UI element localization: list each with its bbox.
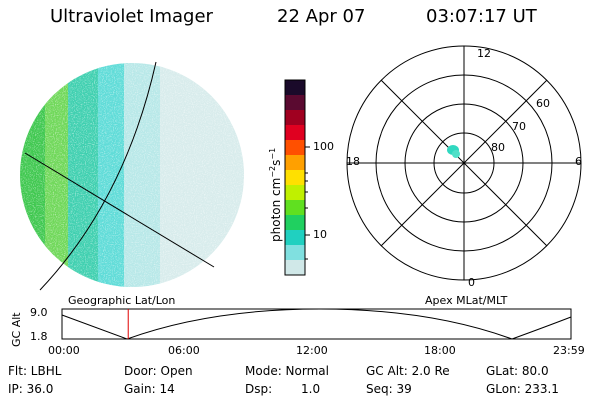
instrument-title: Ultraviolet Imager	[50, 6, 213, 27]
imager-disc	[20, 63, 244, 287]
colorbar-ticks	[305, 146, 310, 260]
status-glat: GLat: 80.0	[486, 364, 549, 378]
mlt-label-12: 12	[477, 47, 491, 60]
colorbar-segment	[285, 170, 305, 186]
colorbar-tick-10: 10	[313, 228, 327, 241]
timeline-ymin: 1.8	[30, 330, 48, 343]
status-dsp-label: Dsp:	[245, 382, 273, 396]
lat-label-80: 80	[491, 141, 505, 154]
timeline-axis-title: GC Alt	[10, 312, 23, 347]
timeline-xtick-4: 23:59	[553, 344, 585, 357]
lat-label-60: 60	[536, 97, 550, 110]
colorbar-segment	[285, 80, 305, 96]
colorbar-frame	[284, 79, 306, 276]
status-gain: Gain: 14	[124, 382, 175, 396]
status-mode: Mode: Normal	[245, 364, 329, 378]
colorbar-tick-100: 100	[313, 140, 334, 153]
colorbar-segment	[285, 185, 305, 201]
timeline-plot	[61, 308, 572, 340]
lat-label-70: 70	[512, 120, 526, 133]
timeline-xtick-2: 12:00	[296, 344, 328, 357]
timeline-xtick-1: 06:00	[168, 344, 200, 357]
status-seq: Seq: 39	[366, 382, 412, 396]
imager-grid-lines	[24, 61, 215, 291]
colorbar-unit-label: photon cm−2s−1	[268, 147, 283, 242]
colorbar-segment	[285, 155, 305, 171]
auroral-patch	[447, 145, 460, 158]
colorbar-segment	[285, 245, 305, 261]
colorbar-segment	[285, 140, 305, 156]
mlt-label-6: 6	[575, 155, 582, 168]
colorbar-segment	[285, 230, 305, 246]
colorbar-segment	[285, 95, 305, 111]
timeline-right-label: Apex MLat/MLT	[425, 294, 508, 307]
mlt-label-18: 18	[346, 155, 360, 168]
colorbar-segment	[285, 200, 305, 216]
mlt-label-0: 0	[468, 276, 475, 289]
status-ip: IP: 36.0	[8, 382, 54, 396]
colorbar-segment	[285, 260, 305, 276]
status-gc-alt: GC Alt: 2.0 Re	[366, 364, 450, 378]
polar-plot	[346, 45, 582, 281]
status-dsp-value: 1.0	[301, 382, 321, 396]
status-glon: GLon: 233.1	[486, 382, 559, 396]
timeline-ymax: 9.0	[30, 306, 48, 319]
colorbar	[284, 79, 306, 276]
colorbar-segment	[285, 125, 305, 141]
time-label: 03:07:17 UT	[426, 6, 537, 27]
colorbar-segment	[285, 110, 305, 126]
date-label: 22 Apr 07	[277, 6, 366, 27]
timeline-left-label: Geographic Lat/Lon	[68, 294, 176, 307]
status-flt: Flt: LBHL	[8, 364, 62, 378]
status-door: Door: Open	[124, 364, 193, 378]
colorbar-segment	[285, 215, 305, 231]
timeline-xtick-0: 00:00	[48, 344, 80, 357]
timeline-xtick-3: 18:00	[424, 344, 456, 357]
